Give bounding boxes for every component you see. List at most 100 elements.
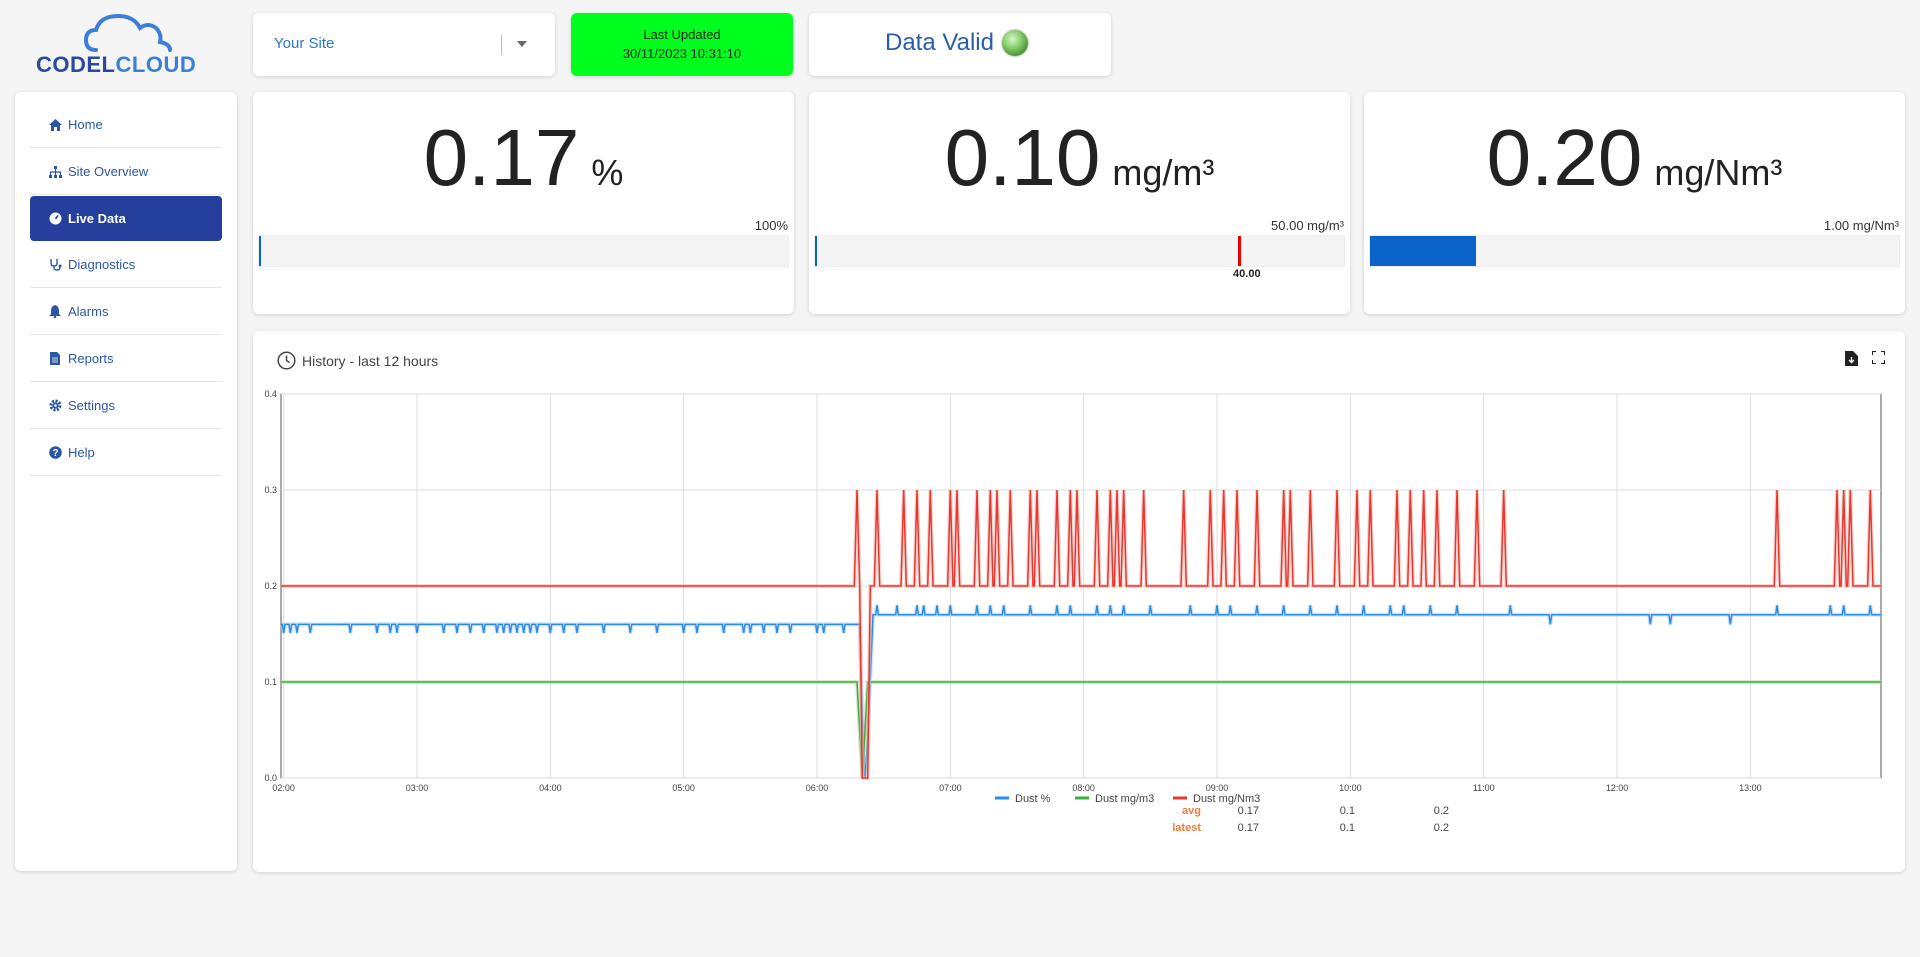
sidebar-item-diagnostics[interactable]: Diagnostics: [30, 242, 222, 288]
file-icon: [48, 352, 62, 365]
sidebar-item-home[interactable]: Home: [30, 102, 222, 148]
x-tick-label: 13:00: [1739, 783, 1762, 793]
history-title-text: History - last 12 hours: [302, 352, 439, 369]
legend-value: 0.1: [1340, 805, 1355, 817]
series-dust-mgnm3-line: [281, 489, 1881, 779]
x-tick-label: 08:00: [1072, 783, 1095, 793]
metric-unit: %: [591, 152, 624, 193]
fullscreen-icon[interactable]: [1871, 350, 1886, 371]
legend-value: 0.1: [1340, 822, 1355, 834]
threshold-label: 40.00: [1233, 268, 1261, 280]
x-tick-label: 12:00: [1606, 783, 1629, 793]
x-tick-label: 07:00: [939, 783, 962, 793]
history-chart: 0.0 0.1 0.2 0.3 0.4 02:00 03:00 04:00 05:00 06:00…: [264, 389, 1882, 834]
sidebar-item-label: Alarms: [68, 304, 109, 319]
status-led-icon: [1002, 30, 1028, 56]
metric-value: 0.10: [944, 113, 1101, 202]
codel-cloud-logo[interactable]: CODELCLOUD: [34, 10, 220, 77]
gauge-icon: [48, 212, 62, 225]
legend-value: 0.2: [1434, 822, 1449, 834]
bell-icon: [48, 305, 62, 318]
metric-card-dust-mgnm3: 0.20 mg/Nm³ 1.00 mg/Nm³: [1364, 92, 1905, 314]
sidebar-item-settings[interactable]: Settings: [30, 383, 222, 429]
site-select[interactable]: Your Site: [253, 13, 555, 76]
y-tick-label: 0.1: [264, 677, 277, 687]
metric-bar-fill: [815, 236, 817, 266]
metric-max-label: 1.00 mg/Nm³: [1823, 218, 1899, 233]
legend-value: 0.2: [1434, 805, 1449, 817]
sidebar-item-label: Diagnostics: [68, 257, 136, 272]
svg-text:?: ?: [52, 448, 58, 459]
data-valid-label: Data Valid: [885, 29, 994, 56]
logo-text: CODELCLOUD: [36, 52, 197, 77]
data-valid-panel: Data Valid: [809, 13, 1111, 76]
metric-card-dust-mgm3: 0.10 mg/m³ 50.00 mg/m³ 40.00: [809, 92, 1350, 314]
legend-value: 0.17: [1238, 822, 1259, 834]
sidebar-item-label: Help: [68, 445, 95, 460]
legend-label: Dust %: [1015, 793, 1051, 805]
sidebar-item-reports[interactable]: Reports: [30, 336, 222, 382]
sidebar-item-label: Site Overview: [68, 164, 149, 179]
chevron-down-icon[interactable]: [517, 41, 527, 47]
site-select-value: Your Site: [274, 35, 335, 52]
x-tick-label: 04:00: [539, 783, 562, 793]
cloud-logo-icon: [83, 13, 172, 52]
sidebar-item-alarms[interactable]: Alarms: [30, 289, 222, 335]
sidebar-item-site-overview[interactable]: Site Overview: [30, 149, 222, 195]
sidebar-item-live-data[interactable]: Live Data: [30, 196, 222, 241]
y-tick-label: 0.4: [264, 389, 277, 399]
x-tick-label: 02:00: [272, 783, 295, 793]
metric-value: 0.20: [1486, 113, 1643, 202]
sidebar: Home Site Overview Live Data Diagnostics…: [15, 92, 237, 871]
series-dust-mgm3-line: [281, 681, 1881, 779]
gear-icon: [48, 399, 62, 412]
legend-value: 0.17: [1238, 805, 1259, 817]
sidebar-item-label: Live Data: [68, 211, 126, 226]
series-dust-mgnm3-shadow: [281, 489, 1881, 780]
last-updated-label: Last Updated: [643, 27, 721, 42]
last-updated-panel: Last Updated 30/11/2023 10:31:10: [571, 13, 793, 76]
metric-bar-fill: [259, 236, 261, 266]
y-tick-label: 0.0: [264, 773, 277, 783]
history-panel: 0.0 0.1 0.2 0.3 0.4 02:00 03:00 04:00 05:00 06:00…: [253, 331, 1905, 872]
sidebar-item-label: Home: [68, 117, 103, 132]
series-dust-mgm3-shadow: [281, 680, 1881, 779]
last-updated-timestamp: 30/11/2023 10:31:10: [622, 46, 742, 61]
x-tick-label: 03:00: [406, 783, 429, 793]
x-tick-label: 10:00: [1339, 783, 1362, 793]
legend-label: Dust mg/Nm3: [1193, 793, 1260, 805]
sitemap-icon: [48, 165, 62, 178]
x-tick-label: 09:00: [1206, 783, 1229, 793]
clock-icon: [277, 351, 296, 370]
metric-bar: [258, 235, 789, 267]
legend-row-label: avg: [1182, 805, 1201, 817]
y-tick-label: 0.3: [264, 485, 277, 495]
series-dust-percent-line: [281, 605, 1881, 779]
sidebar-nav: Home Site Overview Live Data Diagnostics…: [15, 92, 237, 476]
site-select-divider: [501, 35, 502, 55]
y-tick-label: 0.2: [264, 581, 277, 591]
metric-max-label: 100%: [754, 218, 788, 233]
metric-value: 0.17: [423, 113, 580, 202]
x-tick-label: 11:00: [1473, 783, 1495, 793]
metric-unit: mg/m³: [1112, 152, 1215, 193]
metric-bar: [1369, 235, 1900, 267]
export-file-icon[interactable]: [1845, 351, 1858, 371]
x-tick-label: 06:00: [806, 783, 829, 793]
sidebar-item-help[interactable]: ? Help: [30, 430, 222, 476]
metric-bar-fill: [1370, 236, 1476, 266]
metric-max-label: 50.00 mg/m³: [1271, 218, 1344, 233]
home-icon: [48, 118, 62, 131]
history-title: History - last 12 hours: [277, 351, 438, 370]
metric-unit: mg/Nm³: [1654, 152, 1783, 193]
legend-row-label: latest: [1172, 822, 1201, 834]
sidebar-item-label: Settings: [68, 398, 115, 413]
stethoscope-icon: [48, 258, 62, 271]
sidebar-item-label: Reports: [68, 351, 114, 366]
series-dust-percent-shadow: [280, 604, 1881, 779]
metric-card-dust-percent: 0.17% 100%: [253, 92, 794, 314]
question-icon: ?: [48, 446, 62, 459]
metric-bar: [814, 235, 1345, 267]
history-tools: [1845, 350, 1886, 371]
threshold-marker: [1238, 236, 1242, 266]
